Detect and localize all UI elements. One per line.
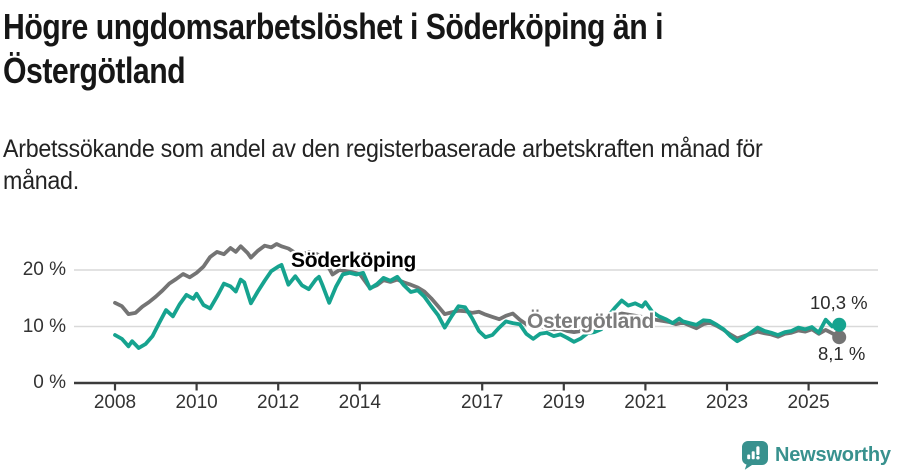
page-title: Högre ungdomsarbetslöshet i Söderköping … xyxy=(3,5,663,93)
newsworthy-logo[interactable]: Newsworthy xyxy=(741,440,891,470)
x-tick-label-2021: 2021 xyxy=(624,392,667,413)
page-title-line2: Östergötland xyxy=(3,50,186,91)
page-title-line1: Högre ungdomsarbetslöshet i Söderköping … xyxy=(3,6,663,47)
end-value-label-soderkoping: 10,3 % xyxy=(810,292,868,313)
series-line-0 xyxy=(113,262,842,350)
x-tick-label-2012: 2012 xyxy=(257,392,300,413)
end-dots xyxy=(832,317,847,345)
series-lines xyxy=(113,242,842,350)
page-subtitle: Arbetssökande som andel av den registerb… xyxy=(3,133,763,197)
x-axis xyxy=(74,381,878,391)
newsworthy-bubble-icon xyxy=(742,441,768,470)
end-value-label-ostergotland: 8,1 % xyxy=(818,343,866,364)
series-label-ostergotland: Östergötland xyxy=(527,310,655,333)
x-tick-label-2014: 2014 xyxy=(338,392,381,413)
y-tick-label-20: 20 % xyxy=(22,259,66,280)
x-tick-label-2025: 2025 xyxy=(787,392,830,413)
end-dot-0 xyxy=(832,317,847,332)
x-tick-label-2008: 2008 xyxy=(93,392,137,413)
x-tick-label-2017: 2017 xyxy=(461,392,504,413)
x-tick-label-2019: 2019 xyxy=(542,392,585,413)
y-tick-label-0: 0 % xyxy=(33,372,66,393)
y-tick-label-10: 10 % xyxy=(22,315,66,337)
newsworthy-logo-text: Newsworthy xyxy=(775,443,891,466)
page-subtitle-line1: Arbetssökande som andel av den registerb… xyxy=(3,135,763,163)
end-dot-1 xyxy=(832,330,847,345)
series-label-soderkoping: Söderköping xyxy=(291,249,417,272)
page-subtitle-line2: månad. xyxy=(3,167,79,195)
x-tick-label-2023: 2023 xyxy=(705,392,749,413)
x-tick-label-2010: 2010 xyxy=(175,392,218,413)
